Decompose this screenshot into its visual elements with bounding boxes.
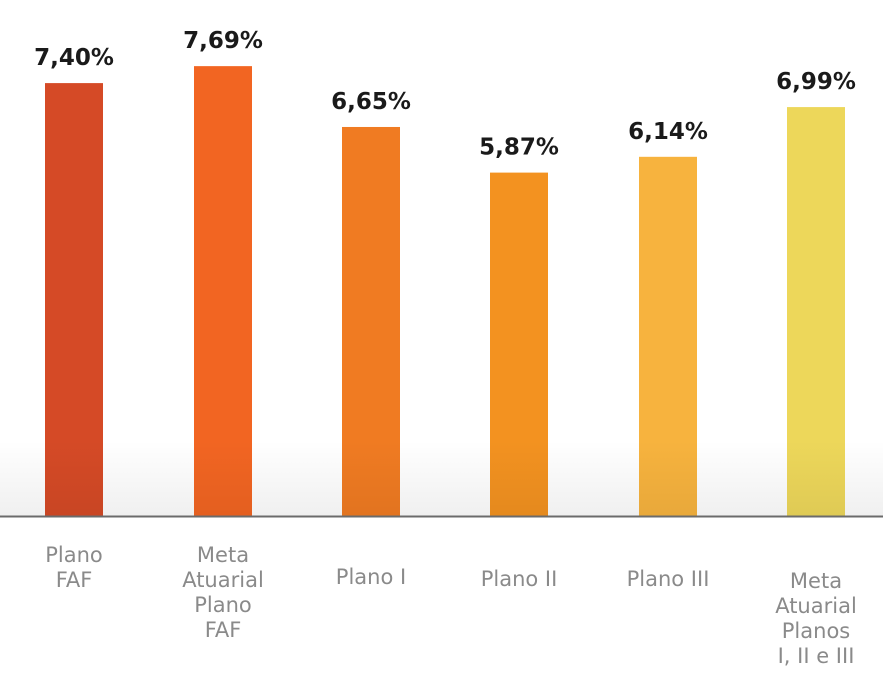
category-label-5-line-1: Plano III [627, 567, 710, 591]
category-label-1-line-1: Plano [45, 543, 103, 567]
category-label-2-line-3: Plano [194, 593, 252, 617]
category-label-3-line-1: Plano I [336, 565, 406, 589]
category-label-2-line-1: Meta [197, 543, 249, 567]
bar-shade-4 [490, 440, 548, 516]
category-label-6-line-1: Meta [790, 569, 842, 593]
bar-shade-6 [787, 440, 845, 516]
value-label-5: 6,14% [628, 119, 708, 145]
plot-floor-shade [0, 440, 883, 516]
category-label-2-line-2: Atuarial [182, 568, 264, 592]
value-label-3: 6,65% [331, 89, 411, 115]
category-label-6-line-3: Planos [782, 619, 850, 643]
bar-shade-1 [45, 440, 103, 516]
category-label-1-line-2: FAF [56, 568, 93, 592]
category-label-6-line-2: Atuarial [775, 594, 857, 618]
value-label-2: 7,69% [183, 28, 263, 54]
value-label-4: 5,87% [479, 135, 559, 161]
category-label-2-line-4: FAF [205, 618, 242, 642]
bar-shade-2 [194, 440, 252, 516]
bar-shade-3 [342, 440, 400, 516]
category-label-6-line-4: I, II e III [778, 644, 855, 668]
bar-shade-5 [639, 440, 697, 516]
value-label-1: 7,40% [34, 45, 114, 71]
value-label-6: 6,99% [776, 69, 856, 95]
category-label-4-line-1: Plano II [481, 567, 558, 591]
